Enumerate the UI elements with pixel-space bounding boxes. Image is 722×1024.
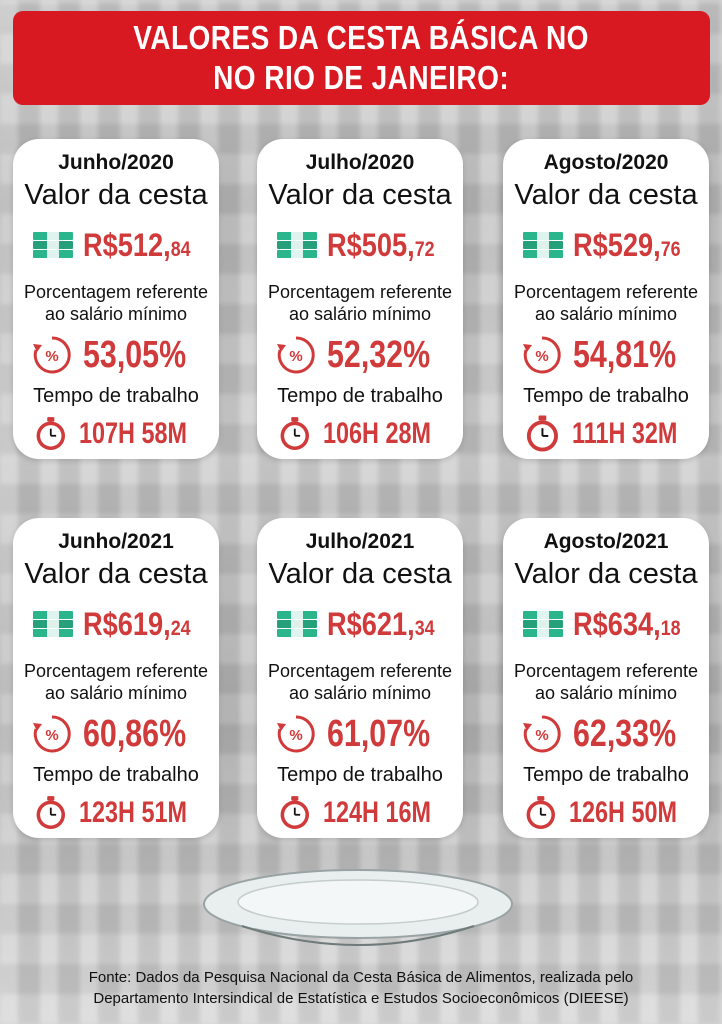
- stopwatch-icon: [36, 796, 66, 830]
- card-agosto-2021: Agosto/2021 Valor da cesta R$634,18 Porc…: [503, 518, 709, 838]
- percent-cycle-icon: %: [523, 336, 561, 374]
- svg-text:%: %: [535, 348, 548, 365]
- time-label: Tempo de trabalho: [277, 764, 443, 786]
- percent-cycle-icon: %: [523, 715, 561, 753]
- price-row: R$529,76: [521, 223, 707, 267]
- pct-label: Porcentagem referente ao salário mínimo: [513, 282, 699, 324]
- money-stack-icon: [277, 609, 317, 639]
- stopwatch-icon: [526, 796, 556, 830]
- money-stack-icon: [33, 230, 73, 260]
- pct-value: 62,33%: [573, 712, 677, 755]
- pct-value: 53,05%: [83, 333, 187, 376]
- time-value: 126H 50M: [568, 796, 677, 829]
- percent-cycle-icon: %: [277, 336, 315, 374]
- price-value: R$619,24: [83, 605, 191, 642]
- price-value: R$505,72: [327, 226, 435, 263]
- svg-text:%: %: [289, 727, 302, 744]
- card-junho-2020: Junho/2020 Valor da cesta R$512,84 Porce…: [13, 139, 219, 459]
- pct-label: Porcentagem referente ao salário mínimo: [267, 282, 453, 324]
- pct-label: Porcentagem referente ao salário mínimo: [23, 661, 209, 703]
- time-row: 111H 32M: [523, 413, 707, 455]
- time-row: 106H 28M: [277, 413, 461, 455]
- money-stack-icon: [523, 609, 563, 639]
- svg-text:%: %: [45, 727, 58, 744]
- card-agosto-2020: Agosto/2020 Valor da cesta R$529,76 Porc…: [503, 139, 709, 459]
- stopwatch-icon: [526, 415, 559, 452]
- money-stack-icon: [277, 230, 317, 260]
- source-footer: Fonte: Dados da Pesquisa Nacional da Ces…: [0, 967, 722, 1009]
- pct-label: Porcentagem referente ao salário mínimo: [513, 661, 699, 703]
- time-label: Tempo de trabalho: [523, 764, 689, 786]
- empty-plate-illustration: [203, 869, 513, 946]
- pct-value: 54,81%: [573, 333, 677, 376]
- stopwatch-icon: [36, 417, 66, 451]
- percent-cycle-icon: %: [33, 336, 71, 374]
- time-value: 111H 32M: [571, 417, 678, 450]
- footer-line-2: Departamento Intersindical de Estatístic…: [93, 990, 629, 1007]
- pct-row: % 54,81%: [521, 333, 707, 377]
- pct-value: 60,86%: [83, 712, 187, 755]
- time-label: Tempo de trabalho: [33, 764, 199, 786]
- pct-row: % 52,32%: [275, 333, 461, 377]
- time-row: 107H 58M: [33, 413, 217, 455]
- price-value: R$529,76: [573, 226, 681, 263]
- valor-label: Valor da cesta: [268, 558, 452, 590]
- card-month: Agosto/2020: [543, 151, 669, 174]
- price-row: R$512,84: [31, 223, 217, 267]
- price-row: R$505,72: [275, 223, 461, 267]
- price-row: R$634,18: [521, 602, 707, 646]
- card-month: Julho/2020: [305, 151, 415, 174]
- valor-label: Valor da cesta: [268, 179, 452, 211]
- title-line-1: VALORES DA CESTA BÁSICA NO: [133, 19, 590, 56]
- stopwatch-icon: [280, 796, 310, 830]
- pct-row: % 62,33%: [521, 712, 707, 756]
- card-month: Julho/2021: [305, 530, 415, 553]
- time-label: Tempo de trabalho: [523, 385, 689, 407]
- stopwatch-icon: [280, 417, 310, 451]
- time-value: 106H 28M: [322, 417, 431, 450]
- price-value: R$621,34: [327, 605, 435, 642]
- pct-row: % 53,05%: [31, 333, 217, 377]
- time-row: 126H 50M: [523, 792, 707, 834]
- time-value: 124H 16M: [322, 796, 431, 829]
- percent-cycle-icon: %: [277, 715, 315, 753]
- money-stack-icon: [33, 609, 73, 639]
- pct-label: Porcentagem referente ao salário mínimo: [267, 661, 453, 703]
- time-row: 124H 16M: [277, 792, 461, 834]
- valor-label: Valor da cesta: [24, 179, 208, 211]
- pct-value: 61,07%: [327, 712, 431, 755]
- price-value: R$634,18: [573, 605, 681, 642]
- time-label: Tempo de trabalho: [33, 385, 199, 407]
- card-month: Agosto/2021: [543, 530, 669, 553]
- pct-row: % 60,86%: [31, 712, 217, 756]
- time-value: 107H 58M: [78, 417, 187, 450]
- card-julho-2020: Julho/2020 Valor da cesta R$505,72 Porce…: [257, 139, 463, 459]
- time-value: 123H 51M: [78, 796, 187, 829]
- price-row: R$619,24: [31, 602, 217, 646]
- valor-label: Valor da cesta: [514, 179, 698, 211]
- percent-cycle-icon: %: [33, 715, 71, 753]
- valor-label: Valor da cesta: [514, 558, 698, 590]
- card-julho-2021: Julho/2021 Valor da cesta R$621,34 Porce…: [257, 518, 463, 838]
- svg-text:%: %: [45, 348, 58, 365]
- pct-label: Porcentagem referente ao salário mínimo: [23, 282, 209, 324]
- time-label: Tempo de trabalho: [277, 385, 443, 407]
- card-junho-2021: Junho/2021 Valor da cesta R$619,24 Porce…: [13, 518, 219, 838]
- price-row: R$621,34: [275, 602, 461, 646]
- svg-text:%: %: [535, 727, 548, 744]
- time-row: 123H 51M: [33, 792, 217, 834]
- pct-value: 52,32%: [327, 333, 431, 376]
- pct-row: % 61,07%: [275, 712, 461, 756]
- money-stack-icon: [523, 230, 563, 260]
- title-line-2: NO RIO DE JANEIRO:: [213, 59, 510, 96]
- title-banner: VALORES DA CESTA BÁSICA NO NO RIO DE JAN…: [13, 11, 710, 105]
- footer-line-1: Fonte: Dados da Pesquisa Nacional da Ces…: [88, 969, 634, 986]
- card-month: Junho/2020: [58, 151, 174, 174]
- card-month: Junho/2021: [58, 530, 174, 553]
- valor-label: Valor da cesta: [24, 558, 208, 590]
- price-value: R$512,84: [83, 226, 191, 263]
- svg-text:%: %: [289, 348, 302, 365]
